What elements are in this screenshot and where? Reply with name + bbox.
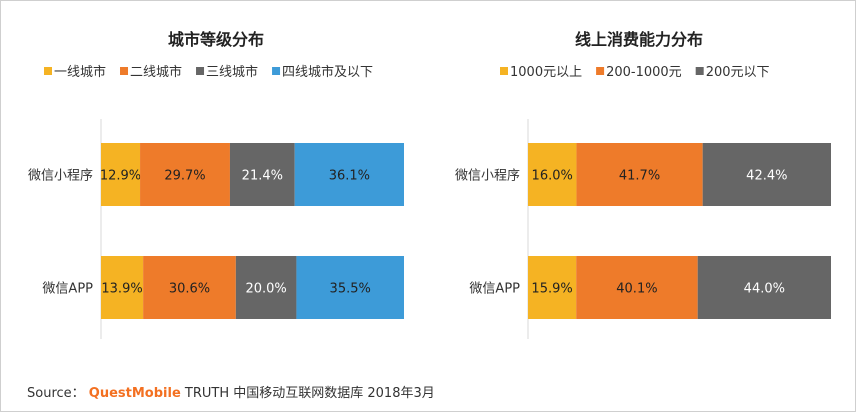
data-label: 13.9% [101,282,142,297]
bar-segment [235,256,297,319]
legend-swatch [44,67,52,75]
legend-label: 200元以下 [706,65,770,80]
questmobile-brand: QuestMobile [88,386,181,401]
bar-segment [296,256,404,319]
data-label: 44.0% [744,282,785,297]
data-label: 15.9% [531,282,572,297]
bar-segment [101,143,141,206]
legend-swatch [500,67,508,75]
data-label: 35.5% [330,282,371,297]
legend-label: 一线城市 [54,64,106,80]
bar-segment [528,143,577,206]
legend-swatch [120,67,129,75]
data-label: 42.4% [746,169,787,184]
legend-label: 三线城市 [206,64,258,80]
data-label: 36.1% [329,169,370,184]
legend-swatch [196,67,205,75]
legend-swatch [596,67,605,75]
bar-segment [140,143,230,206]
category-label: 微信小程序 [455,169,520,184]
chart-title: 城市等级分布 [168,30,264,49]
bar-segment [143,256,236,319]
data-label: 12.9% [100,169,141,184]
legend-label: 四线城市及以下 [282,64,373,80]
legend-swatch [272,67,281,75]
bar-segment [101,256,144,319]
data-label: 29.7% [164,169,205,184]
chart-title: 线上消费能力分布 [575,30,703,49]
legend-label: 1000元以上 [510,65,582,80]
bar-segment [294,143,404,206]
category-label: 微信APP [42,282,93,297]
bar-segment [229,143,295,206]
source-note: Source： QuestMobile TRUTH 中国移动互联网数据库 201… [27,382,435,401]
data-label: 20.0% [245,282,286,297]
legend-label: 200-1000元 [606,65,682,80]
data-label: 41.7% [619,169,660,184]
legend-label: 二线城市 [130,64,182,80]
data-label: 30.6% [169,282,210,297]
bar-segment [702,143,831,206]
bar-segment [576,143,703,206]
category-label: 微信小程序 [28,169,93,184]
data-label: 16.0% [532,169,573,184]
bar-segment [576,256,698,319]
bar-segment [528,256,577,319]
data-label: 40.1% [616,282,657,297]
bar-segment [697,256,831,319]
legend-swatch [695,67,704,75]
data-label: 21.4% [242,169,283,184]
source-prefix: Source： [27,386,85,401]
category-label: 微信APP [469,282,520,297]
source-text: TRUTH 中国移动互联网数据库 2018年3月 [184,386,435,401]
